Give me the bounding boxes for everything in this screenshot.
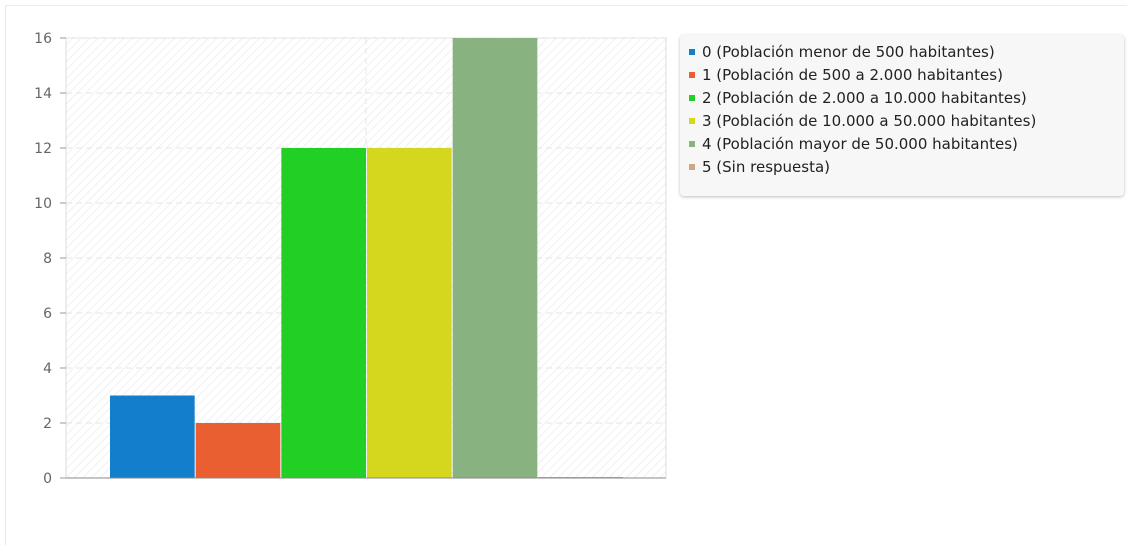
legend-swatch (689, 94, 695, 101)
legend-label: 4 (Población mayor de 50.000 habitantes) (702, 134, 1018, 153)
bars (110, 38, 623, 478)
legend-item-2[interactable]: 2 (Población de 2.000 a 10.000 habitante… (689, 86, 1124, 109)
legend-swatch (689, 117, 695, 124)
legend-swatch (689, 71, 695, 78)
legend-item-1[interactable]: 1 (Población de 500 a 2.000 habitantes) (689, 63, 1124, 86)
legend-item-3[interactable]: 3 (Población de 10.000 a 50.000 habitant… (689, 109, 1124, 132)
legend-label: 2 (Población de 2.000 a 10.000 habitante… (702, 88, 1027, 107)
bar-2[interactable] (281, 148, 366, 478)
legend-swatch (689, 140, 695, 147)
bar-1[interactable] (195, 423, 281, 478)
legend-item-4[interactable]: 4 (Población mayor de 50.000 habitantes) (689, 132, 1124, 155)
y-tick-label: 4 (43, 361, 52, 377)
bar-chart: 0 2 4 6 8 10 12 14 16 (34, 31, 667, 487)
y-tick-label: 16 (34, 31, 52, 47)
legend-swatch (689, 48, 695, 55)
legend-label: 3 (Población de 10.000 a 50.000 habitant… (702, 111, 1037, 130)
legend-item-5[interactable]: 5 (Sin respuesta) (689, 155, 1124, 178)
bar-0[interactable] (110, 395, 195, 479)
y-tick-label: 6 (43, 306, 52, 322)
chart-frame (5, 5, 1127, 545)
legend-label: 0 (Población menor de 500 habitantes) (702, 42, 995, 61)
legend: 0 (Población menor de 500 habitantes) 1 (… (680, 35, 1124, 196)
y-tick-label: 2 (43, 416, 52, 432)
y-axis-ticks: 0 2 4 6 8 10 12 14 16 (34, 31, 66, 487)
y-tick-label: 14 (34, 86, 52, 102)
legend-swatch (689, 163, 695, 170)
bar-3[interactable] (367, 148, 452, 478)
legend-item-0[interactable]: 0 (Población menor de 500 habitantes) (689, 40, 1124, 63)
legend-label: 1 (Población de 500 a 2.000 habitantes) (702, 65, 1003, 84)
legend-label: 5 (Sin respuesta) (702, 157, 831, 176)
y-tick-label: 10 (34, 196, 52, 212)
y-tick-label: 8 (43, 251, 52, 267)
y-tick-label: 0 (43, 471, 52, 487)
bar-4[interactable] (452, 38, 538, 478)
y-tick-label: 12 (34, 141, 52, 157)
